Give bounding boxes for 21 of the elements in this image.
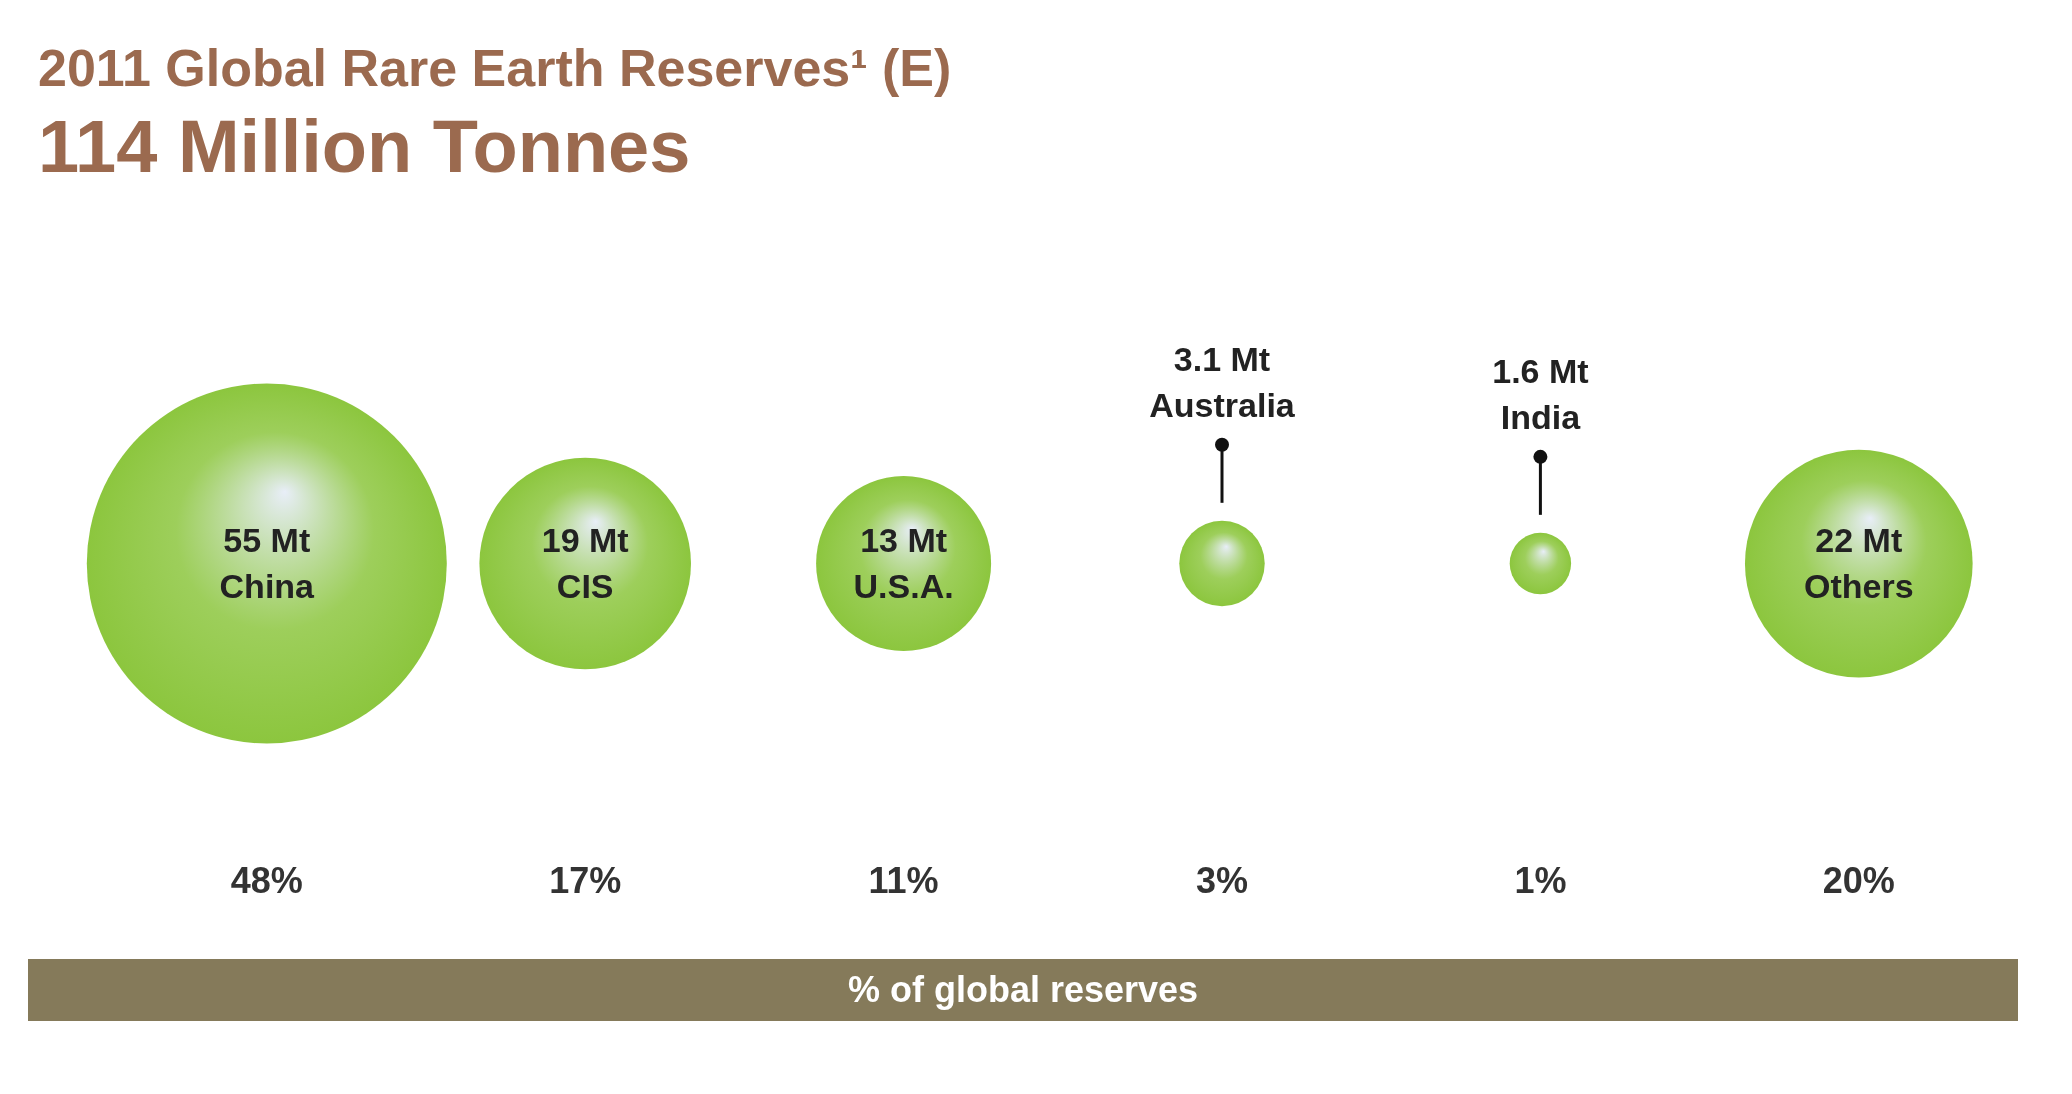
data-label: 22 Mt [1815, 520, 1903, 559]
category-label: Australia [1149, 385, 1296, 424]
data-label: 13 Mt [860, 520, 948, 559]
data-label: 3% [1195, 859, 1249, 901]
data-label: 11% [868, 859, 939, 901]
text: 114 Million Tonnes [38, 104, 692, 189]
category-label: U.S.A. [853, 566, 954, 605]
data-label: 20% [1822, 859, 1895, 901]
data-label: 48% [230, 859, 303, 901]
category-label: CIS [556, 566, 614, 605]
category-label: Others [1804, 566, 1914, 605]
data-label: 19 Mt [541, 520, 629, 559]
data-label: 1% [1514, 859, 1567, 901]
category-label: India [1500, 397, 1582, 436]
text: % of global reserves [28, 959, 2018, 1021]
category-label: China [219, 566, 316, 605]
data-label: 3.1 Mt [1173, 339, 1271, 378]
data-label: 1.6 Mt [1492, 351, 1589, 390]
data-label: 17% [549, 859, 622, 901]
text: 2011 Global Rare Earth Reserves¹ (E) [38, 38, 953, 98]
data-label: 55 Mt [223, 520, 311, 559]
